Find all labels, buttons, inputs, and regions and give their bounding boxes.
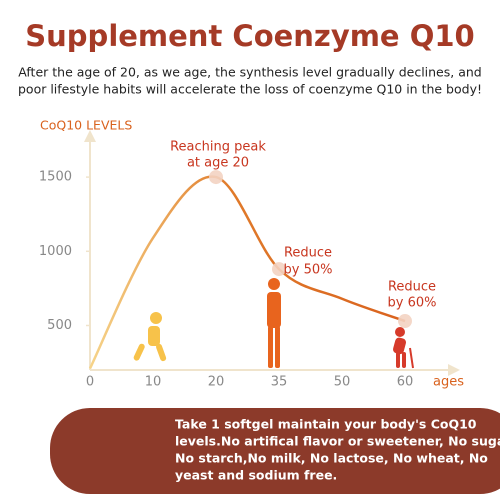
- note-text: No starch,No milk, No lactose, No wheat,…: [175, 451, 488, 466]
- annotation: by 60%: [388, 296, 437, 311]
- x-axis-arrow: [448, 364, 460, 376]
- y-axis-arrow: [84, 130, 96, 142]
- annotation: at age 20: [187, 156, 249, 171]
- x-tick-label: 10: [145, 375, 162, 390]
- title: Supplement Coenzyme Q10: [25, 19, 474, 53]
- annotation: by 50%: [284, 263, 333, 278]
- child-figure: [133, 312, 167, 362]
- x-tick-label: 20: [208, 375, 225, 390]
- annotation: Reduce: [388, 280, 436, 295]
- x-tick-label: 0: [86, 375, 94, 390]
- x-axis-label: ages: [433, 375, 464, 390]
- annotation: Reaching peak: [170, 140, 266, 155]
- note-text: Take 1 softgel maintain your body's CoQ1…: [175, 417, 477, 432]
- y-axis-label: CoQ10 LEVELS: [40, 118, 132, 133]
- subtitle: After the age of 20, as we age, the synt…: [18, 65, 481, 80]
- data-line: [88, 175, 406, 370]
- note-box: [50, 408, 500, 494]
- x-tick-label: 60: [397, 375, 414, 390]
- y-tick-label: 500: [47, 318, 72, 333]
- x-tick-label: 50: [334, 375, 351, 390]
- annotation: Reduce: [284, 246, 332, 261]
- highlight-point: [398, 314, 412, 329]
- y-tick-label: 1500: [39, 170, 72, 185]
- note-text: yeast and sodium free.: [175, 468, 337, 483]
- elder-figure: [393, 327, 414, 369]
- x-tick-label: 35: [271, 375, 288, 390]
- highlight-point: [272, 262, 286, 277]
- highlight-point: [209, 170, 223, 185]
- y-tick-label: 1000: [39, 244, 72, 259]
- subtitle: poor lifestyle habits will accelerate th…: [18, 82, 482, 97]
- adult-figure: [267, 278, 281, 368]
- note-text: levels.No artifical flavor or sweetener,…: [175, 434, 500, 449]
